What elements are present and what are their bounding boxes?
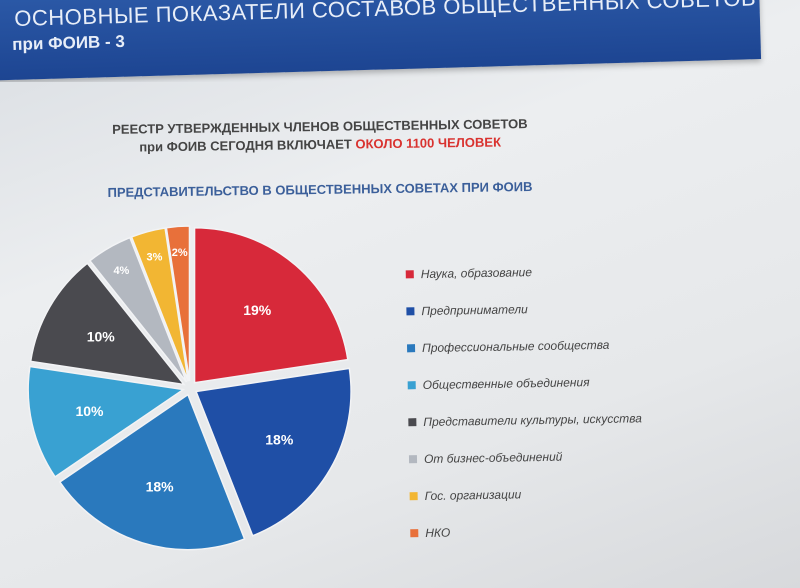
slice-data-label: 18%: [265, 432, 294, 448]
pie-slice: [195, 367, 352, 537]
legend-label: Общественные объединения: [422, 374, 590, 392]
legend-swatch: [405, 269, 414, 278]
legend-swatch: [407, 380, 416, 389]
legend-label: Предприниматели: [421, 301, 528, 318]
pie-slice: [165, 225, 191, 382]
legend-swatch: [410, 528, 419, 537]
legend-label: Профессиональные сообщества: [421, 337, 610, 355]
chart-legend: Наука, образование Предприниматели Професс…: [405, 249, 790, 552]
pie-slice: [27, 365, 186, 478]
pie-slice: [88, 236, 188, 383]
legend-label: Представители культуры, искусства: [423, 410, 643, 429]
legend-swatch: [406, 343, 416, 352]
legend-swatch: [406, 306, 415, 315]
legend-swatch: [408, 417, 417, 426]
pie-slice: [130, 227, 189, 382]
slice-data-label: 19%: [243, 302, 272, 318]
pie-slice: [29, 262, 186, 386]
legend-label: От бизнес-объединений: [423, 449, 563, 466]
legend-label: Наука, образование: [420, 264, 533, 281]
slice-data-label: 2%: [172, 247, 188, 259]
legend-swatch: [409, 491, 418, 500]
legend-swatch: [408, 454, 418, 463]
legend-item: НКО: [410, 508, 791, 552]
legend-label: НКО: [425, 525, 451, 540]
slice-data-label: 3%: [147, 251, 163, 263]
slice-data-label: 4%: [113, 265, 129, 277]
slice-data-label: 10%: [75, 403, 104, 419]
slice-data-label: 10%: [87, 328, 116, 344]
legend-label: Гос. организации: [424, 486, 522, 503]
pie-slice: [193, 226, 349, 384]
slice-data-label: 18%: [146, 479, 175, 495]
pie-slice: [58, 393, 246, 551]
